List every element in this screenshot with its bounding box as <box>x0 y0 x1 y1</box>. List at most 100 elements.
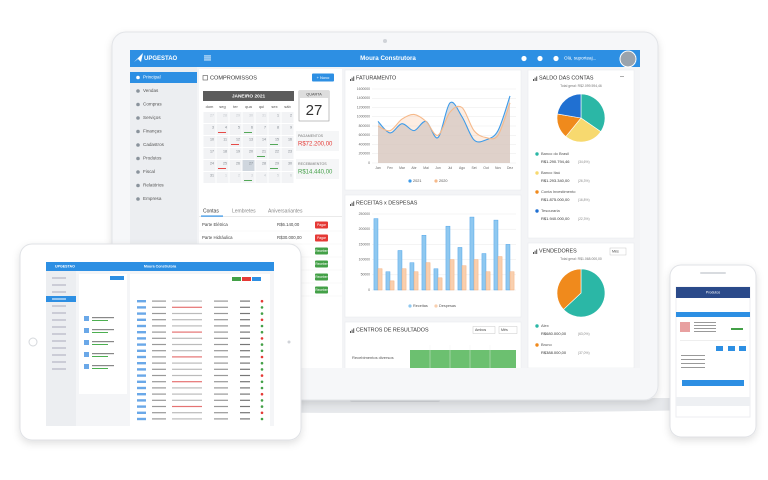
calendar-cell[interactable] <box>229 112 242 123</box>
calendar-day[interactable]: 1 <box>225 173 227 177</box>
sidebar-item[interactable]: Relatórios <box>143 183 164 188</box>
menu-icon-line[interactable] <box>204 57 211 59</box>
filter-select[interactable] <box>472 326 496 334</box>
calendar-cell[interactable] <box>229 172 242 183</box>
calendar-cell[interactable] <box>203 172 216 183</box>
status-label[interactable]: Receber <box>315 275 328 279</box>
calendar-day[interactable]: 2 <box>290 113 292 117</box>
calendar-cell[interactable] <box>203 124 216 135</box>
status-badge[interactable] <box>315 273 328 281</box>
calendar-day[interactable]: 2 <box>238 173 240 177</box>
calendar-cell[interactable] <box>255 112 268 123</box>
status-badge[interactable] <box>315 260 328 268</box>
calendar-cell[interactable] <box>281 160 294 171</box>
pie-slice[interactable] <box>563 268 606 318</box>
filter-select[interactable] <box>609 247 627 256</box>
calendar-day[interactable]: 23 <box>288 149 292 153</box>
calendar-cell[interactable] <box>255 124 268 135</box>
avatar[interactable] <box>619 50 637 68</box>
calendar-cell[interactable] <box>242 112 255 123</box>
pie-slice[interactable] <box>565 117 602 143</box>
calendar-cell[interactable] <box>281 172 294 183</box>
calendar-cell[interactable] <box>268 112 281 123</box>
calendar-cell[interactable] <box>229 136 242 147</box>
calendar-day[interactable]: 3 <box>251 173 253 177</box>
status-label[interactable]: Receber <box>315 249 328 253</box>
calendar-cell[interactable] <box>229 160 242 171</box>
sidebar-item[interactable]: Finanças <box>143 129 162 134</box>
calendar-cell[interactable] <box>203 148 216 159</box>
calendar-cell[interactable] <box>242 172 255 183</box>
sidebar-item[interactable]: Produtos <box>143 156 162 161</box>
calendar-cell[interactable] <box>255 148 268 159</box>
status-badge[interactable] <box>315 286 328 294</box>
status-label[interactable]: Receber <box>315 288 328 292</box>
calendar-day[interactable]: 5 <box>277 173 279 177</box>
calendar-cell[interactable] <box>255 136 268 147</box>
calendar-day[interactable]: 30 <box>288 161 292 165</box>
calendar-day[interactable]: 3 <box>212 125 214 129</box>
calendar-cell[interactable] <box>229 124 242 135</box>
calendar-day[interactable]: 28 <box>262 161 266 165</box>
calendar-day[interactable]: 20 <box>249 149 253 153</box>
calendar-cell[interactable] <box>203 112 216 123</box>
tab[interactable]: Contas <box>203 208 219 214</box>
calendar-cell[interactable] <box>229 148 242 159</box>
calendar-cell[interactable] <box>281 148 294 159</box>
calendar-cell[interactable] <box>268 136 281 147</box>
toolbar-icon[interactable] <box>521 55 527 62</box>
sidebar-item[interactable]: Vendas <box>143 88 159 93</box>
filter-label[interactable]: Ambos <box>475 328 486 332</box>
calendar-day[interactable]: 5 <box>238 125 240 129</box>
filter-label[interactable]: Mês <box>501 328 508 332</box>
calendar-cell[interactable] <box>216 160 229 171</box>
tab[interactable]: Lembretes <box>232 208 256 214</box>
calendar-cell[interactable] <box>216 124 229 135</box>
calendar-cell[interactable] <box>216 136 229 147</box>
calendar-day[interactable]: 18 <box>223 149 227 153</box>
calendar-day[interactable]: 9 <box>290 125 292 129</box>
calendar-day[interactable]: 4 <box>264 173 266 177</box>
calendar-cell[interactable] <box>268 124 281 135</box>
calendar-day[interactable]: 7 <box>264 125 266 129</box>
calendar-cell[interactable] <box>216 112 229 123</box>
calendar-cell[interactable] <box>268 148 281 159</box>
calendar-cell[interactable] <box>216 148 229 159</box>
calendar-cell[interactable] <box>203 136 216 147</box>
calendar-day[interactable]: 12 <box>236 137 240 141</box>
calendar-cell[interactable] <box>216 172 229 183</box>
calendar-day[interactable]: 31 <box>262 113 266 117</box>
minimize-icon[interactable] <box>620 76 624 77</box>
calendar-day[interactable]: 13 <box>249 137 253 141</box>
calendar-cell[interactable] <box>242 124 255 135</box>
calendar-cell[interactable] <box>255 160 268 171</box>
toolbar-icon[interactable] <box>537 55 543 62</box>
new-button-label[interactable]: + Novo <box>317 75 331 80</box>
calendar-day[interactable]: 28 <box>223 113 227 117</box>
calendar-cell[interactable] <box>268 172 281 183</box>
calendar-cell[interactable] <box>255 172 268 183</box>
calendar-day[interactable]: 6 <box>290 173 292 177</box>
calendar-day[interactable]: 30 <box>249 113 253 117</box>
status-badge[interactable] <box>315 247 328 255</box>
status-label[interactable]: Pagar <box>317 236 327 240</box>
calendar-day[interactable]: 16 <box>288 137 292 141</box>
calendar-day[interactable]: 4 <box>225 125 227 129</box>
calendar-day[interactable]: 10 <box>210 137 214 141</box>
calendar-cell[interactable] <box>203 160 216 171</box>
filter-label[interactable]: Mês <box>612 249 619 253</box>
sidebar-item[interactable]: Empresa <box>143 196 162 201</box>
calendar-cell[interactable] <box>242 136 255 147</box>
sidebar-item[interactable]: Principal <box>143 75 161 80</box>
calendar-day[interactable]: 15 <box>275 137 279 141</box>
menu-icon-line[interactable] <box>204 59 211 61</box>
pie-slice[interactable] <box>580 93 606 133</box>
status-badge[interactable] <box>315 221 328 229</box>
sidebar-item[interactable]: Fiscal <box>143 169 155 174</box>
calendar-day[interactable]: 19 <box>236 149 240 153</box>
calendar-day[interactable]: 25 <box>223 161 227 165</box>
calendar-day[interactable]: 8 <box>277 125 279 129</box>
calendar-day[interactable]: 6 <box>251 125 253 129</box>
menu-icon-line[interactable] <box>204 55 211 57</box>
sidebar-item[interactable]: Serviços <box>143 115 161 120</box>
